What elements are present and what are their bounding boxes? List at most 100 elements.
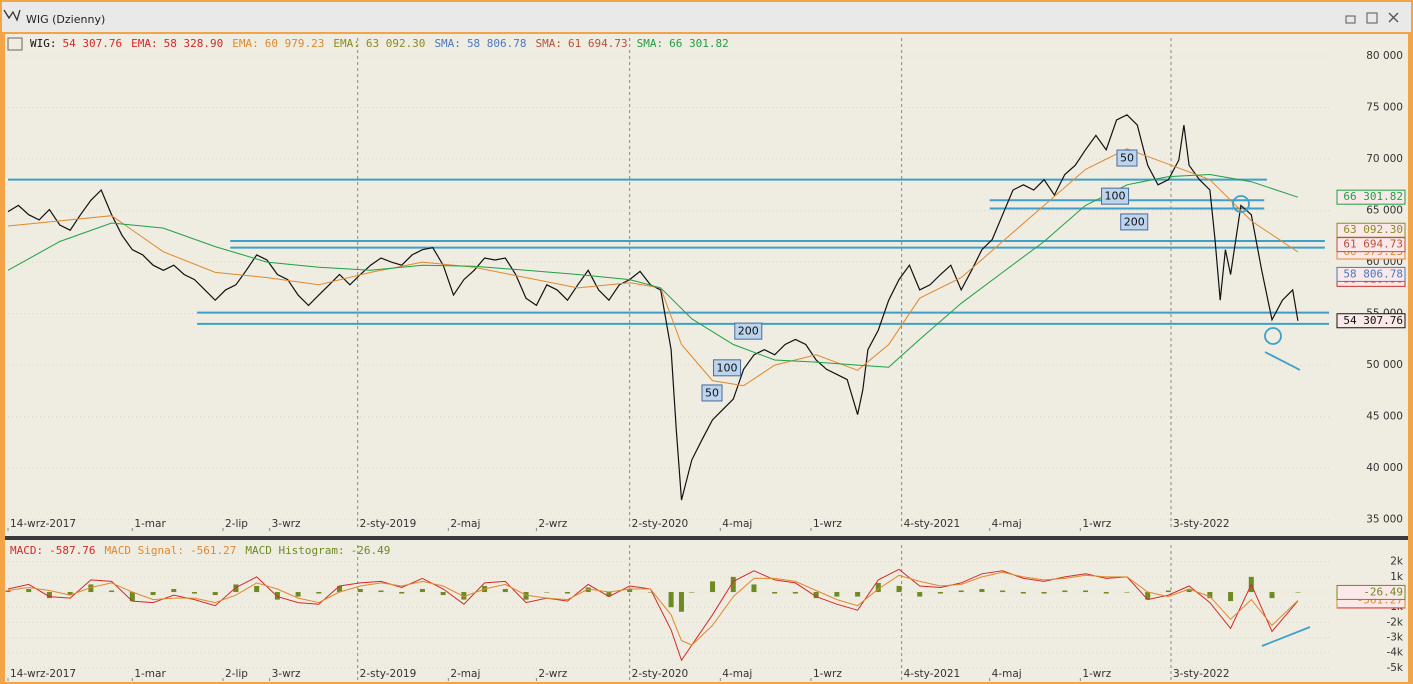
- x-tick-label: 2-wrz: [538, 668, 567, 680]
- histogram-bar: [1165, 590, 1171, 593]
- y-tick-label: 50 000: [1366, 359, 1403, 371]
- drawn-circle: [1264, 327, 1282, 345]
- histogram-bar: [191, 592, 197, 594]
- histogram-bar: [647, 592, 653, 593]
- drawn-trendline: [1261, 626, 1311, 647]
- annotation-label: 50: [1120, 152, 1134, 165]
- legend-value: 61 694.73: [568, 37, 628, 50]
- value-tag-label: 66 301.82: [1343, 190, 1403, 203]
- x-tick-label: 2-sty-2019: [360, 668, 417, 680]
- restore-button[interactable]: [1366, 12, 1378, 24]
- x-tick-label: 1-wrz: [1082, 668, 1111, 680]
- histogram-bar: [316, 592, 322, 594]
- panel-icon[interactable]: [7, 37, 23, 51]
- annotation-box: [1116, 149, 1138, 167]
- legend-name: SMA:: [434, 37, 461, 50]
- histogram-bar: [399, 592, 405, 594]
- histogram-bar: [1083, 590, 1089, 593]
- histogram-bar: [606, 592, 612, 597]
- histogram-bar: [1295, 592, 1301, 593]
- histogram-bar: [751, 584, 757, 593]
- legend-name: MACD:: [10, 544, 43, 557]
- histogram-bar: [357, 588, 363, 593]
- series-line: [7, 571, 1299, 646]
- value-tag-label: -26.49: [1363, 585, 1403, 598]
- histogram-bar: [1103, 592, 1109, 594]
- y-tick-label: -3k: [1386, 632, 1403, 644]
- legend-value: 58 328.90: [164, 37, 224, 50]
- legend-value: 58 806.78: [467, 37, 527, 50]
- y-tick-label: 35 000: [1366, 514, 1403, 526]
- histogram-bar: [1207, 592, 1213, 599]
- legend-name: EMA:: [333, 37, 360, 50]
- x-tick-label: 3-wrz: [272, 518, 301, 530]
- histogram-bar: [88, 584, 94, 593]
- legend-value: -561.27: [190, 544, 236, 557]
- y-tick-label: 80 000: [1366, 50, 1403, 62]
- histogram-bar: [523, 592, 529, 600]
- x-tick-label: 2-lip: [225, 668, 248, 680]
- legend-name: EMA:: [131, 37, 158, 50]
- drawn-trendline: [1264, 351, 1301, 371]
- x-tick-label: 2-sty-2019: [360, 518, 417, 530]
- x-tick-label: 4-sty-2021: [904, 518, 961, 530]
- y-tick-label: -5k: [1386, 662, 1403, 674]
- annotation-box: [1101, 187, 1130, 205]
- histogram-bar: [233, 584, 239, 593]
- histogram-bar: [772, 592, 778, 594]
- x-tick-label: 14-wrz-2017: [10, 518, 76, 530]
- histogram-bar: [855, 592, 861, 597]
- histogram-bar: [1124, 592, 1130, 593]
- x-tick-label: 4-maj: [722, 668, 752, 680]
- x-tick-label: 2-lip: [225, 518, 248, 530]
- histogram-bar: [502, 588, 508, 593]
- x-tick-label: 2-wrz: [538, 518, 567, 530]
- histogram-bar: [834, 592, 840, 597]
- histogram-bar: [875, 582, 881, 593]
- annotation-box: [734, 322, 763, 340]
- histogram-bar: [461, 592, 467, 600]
- histogram-bar: [150, 592, 156, 596]
- x-tick-label: 1-wrz: [813, 668, 842, 680]
- x-tick-label: 2-maj: [450, 668, 480, 680]
- annotation-box: [1120, 213, 1149, 231]
- histogram-bar: [67, 592, 73, 596]
- minimize-button[interactable]: [1345, 15, 1356, 24]
- annotation-label: 100: [1105, 190, 1126, 203]
- series-line: [7, 148, 1299, 387]
- histogram-bar: [730, 576, 736, 593]
- histogram-bar: [544, 592, 550, 593]
- histogram-bar: [274, 592, 280, 600]
- legend-value: 60 979.23: [265, 37, 325, 50]
- y-tick-label: -2k: [1386, 616, 1403, 628]
- x-tick-label: 3-sty-2022: [1173, 668, 1230, 680]
- x-tick-label: 2-maj: [450, 518, 480, 530]
- price-panel: [5, 34, 1408, 536]
- histogram-bar: [46, 592, 52, 599]
- histogram-bar: [792, 592, 798, 594]
- histogram-bar: [678, 592, 684, 612]
- close-button[interactable]: [1388, 12, 1399, 23]
- x-tick-label: 2-sty-2020: [632, 518, 689, 530]
- legend-name: EMA:: [232, 37, 259, 50]
- histogram-bar: [1041, 592, 1047, 594]
- x-tick-label: 3-sty-2022: [1173, 518, 1230, 530]
- histogram-bar: [5, 590, 11, 593]
- histogram-bar: [979, 588, 985, 593]
- histogram-bar: [958, 590, 964, 593]
- value-tag-label: 54 307.76: [1343, 314, 1403, 327]
- x-tick-label: 4-maj: [992, 668, 1022, 680]
- histogram-bar: [585, 587, 591, 593]
- histogram-bar: [295, 592, 301, 597]
- histogram-bar: [440, 592, 446, 596]
- legend-value: 66 301.82: [669, 37, 729, 50]
- drawn-circle: [1232, 195, 1250, 213]
- histogram-bar: [1020, 592, 1026, 594]
- histogram-bar: [26, 588, 32, 593]
- histogram-bar: [212, 592, 218, 596]
- histogram-bar: [337, 585, 343, 593]
- x-tick-label: 1-wrz: [813, 518, 842, 530]
- histogram-bar: [1186, 588, 1192, 593]
